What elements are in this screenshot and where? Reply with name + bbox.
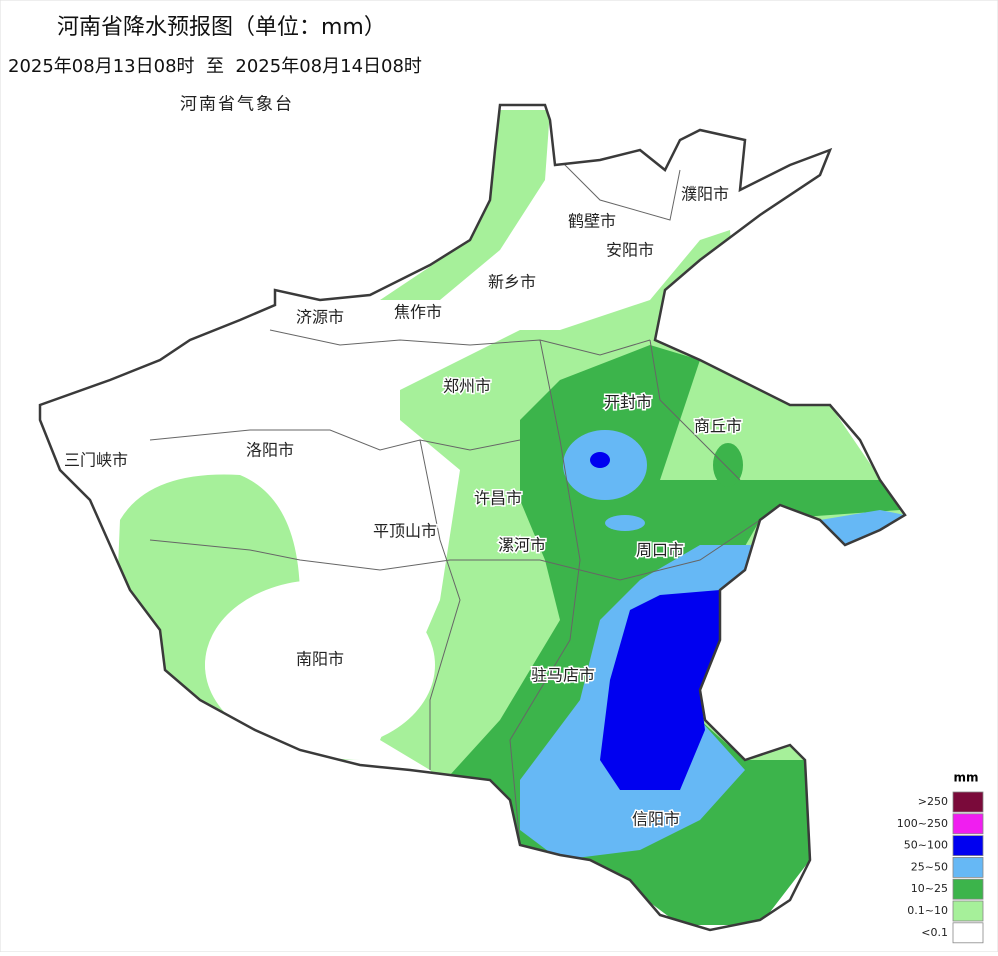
- legend-label: 25~50: [911, 860, 948, 873]
- legend-label: >250: [918, 795, 948, 808]
- city-label: 开封市: [604, 393, 652, 412]
- city-label: 济源市: [296, 308, 344, 327]
- legend-swatch: [952, 878, 984, 900]
- legend-swatch: [952, 922, 984, 944]
- city-label: 新乡市: [488, 273, 536, 292]
- city-label: 洛阳市: [246, 441, 294, 460]
- city-label: 焦作市: [394, 303, 442, 322]
- city-label: 鹤壁市: [568, 212, 616, 231]
- legend-swatch: [952, 835, 984, 856]
- city-label: 商丘市: [694, 417, 742, 436]
- legend-swatch: [952, 813, 984, 835]
- city-label: 濮阳市: [681, 185, 729, 204]
- legend-label: 10~25: [911, 882, 948, 895]
- city-label: 安阳市: [606, 241, 654, 260]
- period: 2025年08月13日08时 至 2025年08月14日08时: [8, 56, 422, 77]
- legend-swatch: [952, 900, 984, 922]
- legend-title: mm: [953, 771, 978, 785]
- city-label: 郑州市: [443, 377, 491, 396]
- legend-label: 100~250: [897, 817, 948, 830]
- city-label: 平顶山市: [373, 522, 437, 541]
- city-label: 周口市: [636, 541, 684, 560]
- legend-swatch: [952, 857, 984, 878]
- city-label: 南阳市: [296, 650, 344, 669]
- title: 河南省降水预报图（单位：mm）: [57, 15, 386, 40]
- city-label: 驻马店市: [531, 666, 595, 685]
- legend-label: <0.1: [921, 926, 948, 939]
- city-label: 许昌市: [474, 489, 522, 508]
- issuer: 河南省气象台: [180, 95, 294, 115]
- city-label: 信阳市: [632, 810, 680, 829]
- legend-label: 50~100: [904, 839, 948, 852]
- legend-swatch: [952, 791, 984, 813]
- city-label: 三门峡市: [64, 451, 128, 470]
- legend-label: 0.1~10: [907, 904, 948, 917]
- city-label: 漯河市: [498, 536, 546, 555]
